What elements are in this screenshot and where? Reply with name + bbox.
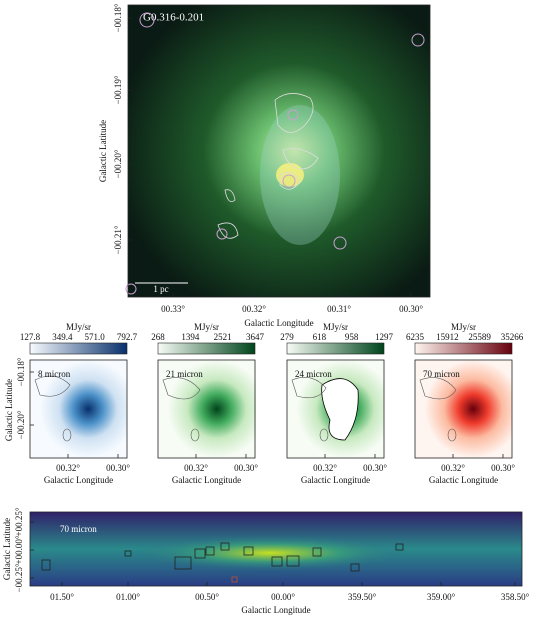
- panel-label: 70 micron: [423, 369, 460, 379]
- frame: [127, 4, 431, 298]
- scale-bar-label: 1 pc: [153, 284, 168, 294]
- colorbar-tick-label: 958: [345, 332, 359, 342]
- colorbar-tick-label: 127.8: [20, 332, 41, 342]
- y-axis-label: Galactic Latitude: [2, 518, 12, 580]
- y-tick-label: −00.18°: [113, 3, 123, 32]
- x-tick-label: 01.50°: [50, 592, 74, 602]
- x-tick-label: 00.30°: [363, 463, 387, 473]
- x-tick-label: 00.30°: [491, 463, 515, 473]
- x-tick-label: 00.32°: [313, 463, 337, 473]
- main-image: [128, 5, 430, 297]
- panel-label: 21 micron: [166, 369, 203, 379]
- x-tick-label: 359.50°: [348, 592, 377, 602]
- colorbar: [29, 342, 128, 355]
- markers: [125, 12, 425, 295]
- colorbar-unit: MJy/sr: [66, 322, 91, 332]
- x-axis-label: Galactic Longitude: [44, 475, 113, 485]
- y-tick-label: −00.20°: [113, 149, 123, 178]
- colorbar-unit: MJy/sr: [323, 322, 348, 332]
- y-tick-label: −00.19°: [113, 75, 123, 104]
- panel-label: 8 micron: [38, 369, 71, 379]
- x-axis-label: Galactic Longitude: [301, 475, 370, 485]
- colorbar-unit: MJy/sr: [194, 322, 219, 332]
- y-tick-label: −00.21°: [113, 225, 123, 254]
- colorbar-tick-label: 2521: [214, 332, 232, 342]
- region-boxes: [41, 542, 404, 583]
- colorbar: [157, 342, 256, 355]
- colorbar-tick-label: 571.0: [85, 332, 106, 342]
- colorbar-tick-label: 792.7: [117, 332, 138, 342]
- x-tick-label: 00.32°: [441, 463, 465, 473]
- emission: [130, 535, 410, 571]
- panel-contours: [34, 375, 457, 442]
- panel-label: 70 micron: [60, 524, 97, 534]
- x-axis-label: Galactic Longitude: [244, 318, 313, 328]
- y-tick-label: +00.00°: [14, 535, 24, 564]
- y-axis-label: Galactic Latitude: [98, 120, 108, 182]
- x-tick-label: 00.32°: [56, 463, 80, 473]
- colorbar: [414, 342, 513, 355]
- y-tick-label: −00.25°: [14, 563, 24, 592]
- panel-label: G0.316-0.201: [143, 12, 204, 24]
- colorbar-tick-label: 6235: [406, 332, 425, 342]
- x-tick-label: 00.30°: [106, 463, 130, 473]
- colorbar-tick-label: 349.4: [52, 332, 73, 342]
- colorbar-tick-label: 1297: [375, 332, 394, 342]
- contours: [217, 93, 319, 239]
- panel-label: 24 micron: [295, 369, 332, 379]
- colorbar-tick-label: 279: [280, 332, 294, 342]
- frame: [286, 359, 385, 459]
- x-axis-label: Galactic Longitude: [429, 475, 498, 485]
- frame: [29, 511, 523, 587]
- colorbar: [286, 342, 385, 355]
- frame: [157, 359, 256, 459]
- x-tick-label: 358.50°: [501, 592, 530, 602]
- x-tick-label: 00.50°: [195, 592, 219, 602]
- x-axis-label: Galactic Longitude: [241, 605, 310, 615]
- x-tick-label: 01.00°: [116, 592, 140, 602]
- colorbar-tick-label: 618: [313, 332, 327, 342]
- y-tick-label: −00.20°: [16, 410, 26, 439]
- x-tick-label: 00.00°: [271, 592, 295, 602]
- colorbar-tick-label: 35266: [501, 332, 524, 342]
- x-tick-label: 00.32°: [242, 304, 266, 314]
- y-axis-label: Galactic Latitude: [4, 379, 14, 441]
- frame: [414, 359, 513, 459]
- colorbar-tick-label: 268: [151, 332, 165, 342]
- colorbar-tick-label: 1394: [181, 332, 200, 342]
- x-tick-label: 359.00°: [427, 592, 456, 602]
- colorbar-unit: MJy/sr: [451, 322, 476, 332]
- x-tick-label: 00.30°: [399, 304, 423, 314]
- colorbar-tick-label: 25589: [468, 332, 491, 342]
- x-tick-label: 00.31°: [327, 304, 351, 314]
- y-tick-label: +00.25°: [14, 507, 24, 536]
- x-tick-label: 00.30°: [234, 463, 258, 473]
- colorbar-tick-label: 3647: [246, 332, 265, 342]
- frame: [29, 359, 128, 459]
- x-tick-label: 00.33°: [161, 304, 185, 314]
- x-axis-label: Galactic Longitude: [172, 475, 241, 485]
- y-tick-label: −00.18°: [16, 357, 26, 386]
- colorbar-tick-label: 15912: [436, 332, 459, 342]
- x-tick-label: 00.32°: [184, 463, 208, 473]
